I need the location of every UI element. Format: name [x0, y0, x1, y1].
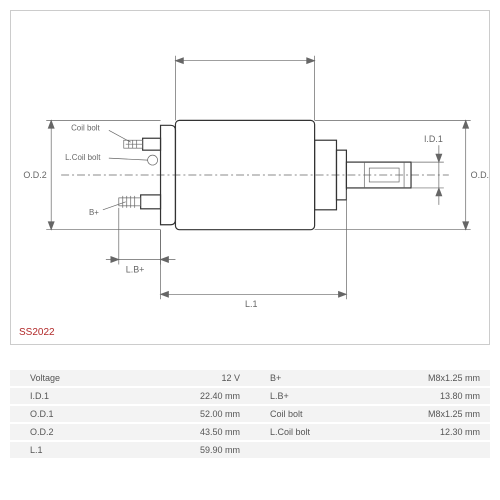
spec-value: 43.50 mm	[96, 423, 250, 441]
callout-l-coil-bolt: L.Coil bolt	[65, 153, 101, 162]
spec-value: M8x1.25 mm	[336, 370, 490, 387]
spec-value: M8x1.25 mm	[336, 405, 490, 423]
dim-lbplus: L.B+	[126, 264, 145, 274]
spec-label: L.1	[10, 441, 96, 459]
dim-od2: O.D.2	[23, 170, 46, 180]
spec-label: L.Coil bolt	[250, 423, 336, 441]
dim-l1: L.1	[245, 299, 257, 309]
table-row: O.D.243.50 mmL.Coil bolt12.30 mm	[10, 423, 490, 441]
spec-label	[250, 441, 336, 459]
table-row: Voltage12 VB+M8x1.25 mm	[10, 370, 490, 387]
part-number-label: SS2022	[19, 327, 55, 338]
spec-label: O.D.2	[10, 423, 96, 441]
spec-label: Coil bolt	[250, 405, 336, 423]
spec-value: 52.00 mm	[96, 405, 250, 423]
spec-value: 13.80 mm	[336, 387, 490, 405]
table-row: O.D.152.00 mmCoil boltM8x1.25 mm	[10, 405, 490, 423]
spec-label: O.D.1	[10, 405, 96, 423]
spec-value: 12.30 mm	[336, 423, 490, 441]
table-row: L.159.90 mm	[10, 441, 490, 459]
callout-b-plus: B+	[89, 208, 99, 217]
spec-label: L.B+	[250, 387, 336, 405]
callout-coil-bolt: Coil bolt	[71, 123, 100, 132]
spec-label: B+	[250, 370, 336, 387]
spec-value: 12 V	[96, 370, 250, 387]
technical-drawing: Coil bolt L.Coil bolt B+ O.D.2 O.D.1 I.D…	[10, 10, 490, 345]
spec-value: 22.40 mm	[96, 387, 250, 405]
spec-label: I.D.1	[10, 387, 96, 405]
dim-od1: O.D.1	[471, 170, 489, 180]
spec-table: Voltage12 VB+M8x1.25 mmI.D.122.40 mmL.B+…	[10, 370, 490, 460]
spec-label: Voltage	[10, 370, 96, 387]
spec-value	[336, 441, 490, 459]
table-row: I.D.122.40 mmL.B+13.80 mm	[10, 387, 490, 405]
spec-value: 59.90 mm	[96, 441, 250, 459]
dim-id1: I.D.1	[424, 134, 443, 144]
